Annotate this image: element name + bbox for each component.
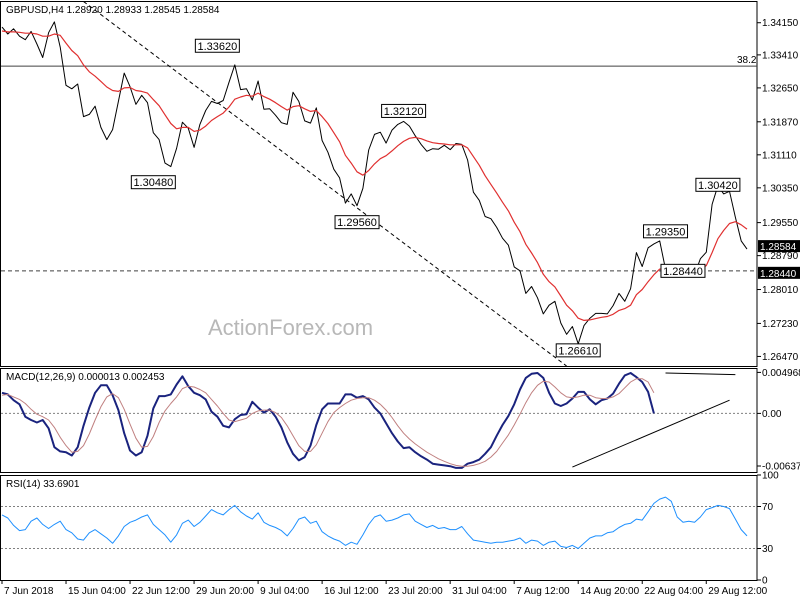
watermark: ActionForex.com	[208, 315, 373, 340]
annotation-text: 1.28440	[663, 266, 703, 278]
series-line-0	[1, 21, 748, 345]
x-tick-label: 23 Jul 20:00	[388, 586, 443, 597]
annotation-box	[381, 103, 427, 118]
annotation-text: 1.32120	[384, 106, 424, 118]
panel-0: 1.34150 1.33410 1.32650 1.31870 1.31110 1.303…	[0, 1, 799, 367]
line-price-text: 1.28440	[760, 269, 797, 280]
annotation-box	[695, 177, 741, 192]
price-annotation: 1.30420	[695, 177, 741, 192]
series-line-0	[1, 372, 655, 469]
annotation-box	[130, 175, 176, 190]
y-tick-label: 1.31870	[762, 117, 799, 128]
y-tick-label: 70	[762, 502, 774, 513]
y-tick-label: 1.29550	[762, 218, 799, 229]
x-tick-label: 7 Aug 12:00	[516, 586, 570, 597]
panel-frame	[0, 1, 758, 367]
annotation-text: 1.26610	[558, 345, 598, 357]
annotation-box	[194, 38, 240, 53]
y-tick-label: 1.28010	[762, 285, 799, 296]
line-price-label: 1.28440	[758, 266, 800, 280]
x-tick-label: 22 Jun 12:00	[132, 586, 190, 597]
y-tick-label: 100	[762, 471, 779, 482]
y-tick-label: 1.33410	[762, 50, 799, 61]
y-tick-label: 1.28790	[762, 251, 799, 262]
panel-frame	[0, 368, 758, 473]
last-price-text: 1.28584	[760, 242, 797, 253]
macd-top-line	[665, 372, 736, 376]
last-price-box	[758, 240, 800, 253]
channel-line	[83, 1, 567, 367]
panel-1: 0.004968 0.00 -0.006372 MACD(12,26,9) 0.000…	[0, 368, 800, 473]
annotation-box	[660, 263, 706, 278]
y-tick-label: 0.00	[762, 409, 782, 420]
annotation-text: 1.29560	[337, 217, 377, 229]
y-tick-label: 30	[762, 544, 774, 555]
annotation-box	[643, 224, 689, 239]
y-tick-label: 1.32650	[762, 83, 799, 94]
annotation-text: 1.33620	[197, 41, 237, 53]
x-tick-label: 7 Jun 2018	[4, 586, 54, 597]
annotation-box	[555, 343, 601, 358]
x-tick-label: 29 Aug 12:00	[708, 586, 767, 597]
price-annotation: 1.26610	[555, 343, 601, 358]
series-line-1	[1, 378, 655, 467]
y-tick-label: 1.27230	[762, 319, 799, 330]
macd-support-line	[572, 399, 730, 468]
panel-title: RSI(14) 33.6901	[6, 479, 80, 490]
last-price-label: 1.28584	[758, 240, 800, 253]
x-tick-label: 9 Jul 04:00	[260, 586, 309, 597]
fib-label: 38.2	[737, 55, 757, 66]
panel-frame	[0, 475, 758, 581]
x-tick-label: 15 Jun 04:00	[68, 586, 126, 597]
price-annotation: 1.29350	[643, 224, 689, 239]
annotation-text: 1.30480	[133, 177, 173, 189]
y-tick-label: 0	[762, 576, 768, 587]
price-annotation: 1.29560	[334, 215, 380, 230]
x-axis: 7 Jun 2018 15 Jun 04:00 22 Jun 12:00 29 Jun…	[1, 580, 768, 597]
y-tick-label: 1.34150	[762, 18, 799, 29]
series-line-0	[1, 496, 748, 549]
y-tick-label: 0.004968	[762, 368, 800, 379]
x-tick-label: 29 Jun 20:00	[196, 586, 254, 597]
y-tick-label: -0.006372	[762, 461, 800, 472]
y-tick-label: 1.30350	[762, 183, 799, 194]
price-annotation: 1.33620	[194, 38, 240, 53]
y-tick-label: 1.26470	[762, 352, 799, 363]
annotation-text: 1.30420	[698, 180, 738, 192]
panel-2: 100 70 30 0 RSI(14) 33.6901	[0, 471, 779, 587]
annotation-text: 1.29350	[646, 226, 686, 238]
price-annotation: 1.32120	[381, 103, 427, 118]
line-price-box	[758, 266, 800, 279]
x-tick-label: 14 Aug 20:00	[580, 586, 639, 597]
price-annotation: 1.30480	[130, 175, 176, 190]
series-line-1	[1, 30, 748, 321]
price-annotation: 1.28440	[660, 263, 706, 278]
panel-title: GBPUSD,H4 1.28920 1.28933 1.28545 1.2858…	[6, 5, 220, 16]
x-tick-label: 31 Jul 04:00	[452, 586, 507, 597]
annotation-box	[334, 215, 380, 230]
y-tick-label: 1.31110	[762, 150, 797, 161]
panel-title: MACD(12,26,9) 0.000013 0.002453	[6, 372, 165, 383]
x-tick-label: 16 Jul 12:00	[324, 586, 379, 597]
x-tick-label: 22 Aug 04:00	[644, 586, 703, 597]
